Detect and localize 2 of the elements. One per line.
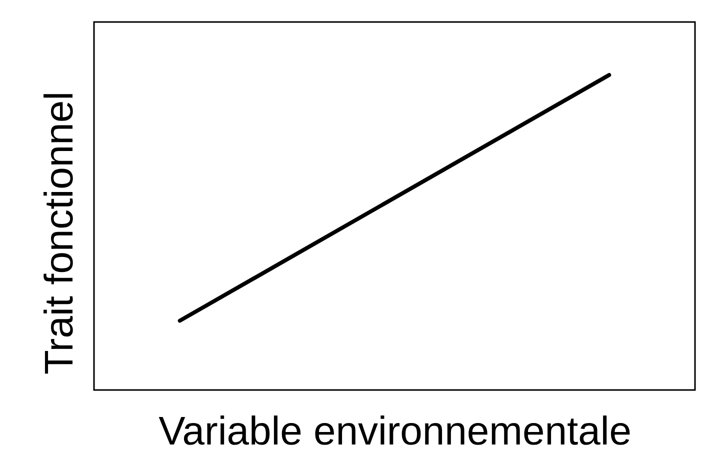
x-axis-title: Variable environnementale (158, 410, 632, 454)
y-axis-title: Trait fonctionnel (38, 91, 82, 375)
